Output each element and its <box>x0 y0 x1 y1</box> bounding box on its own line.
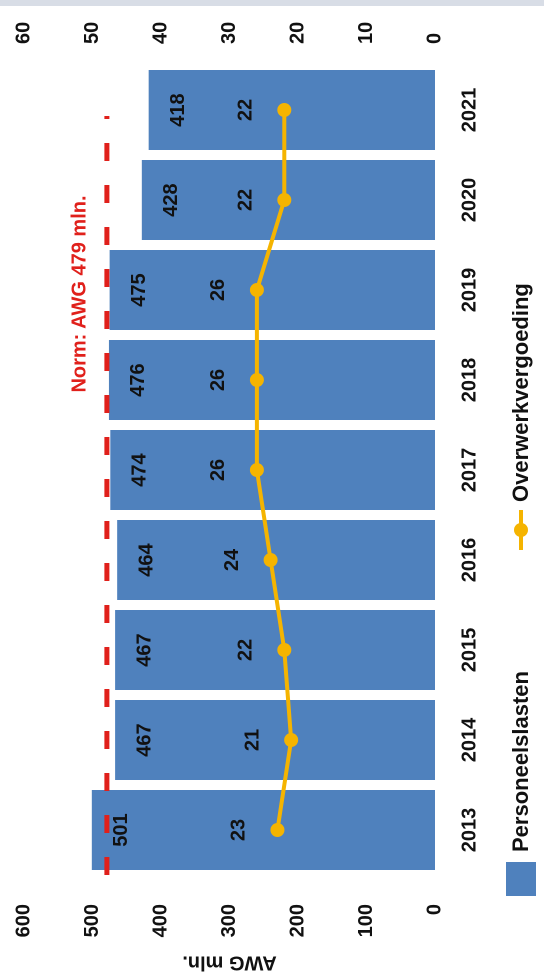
y2-tick-label: 60 <box>12 22 34 44</box>
line-point <box>263 553 278 567</box>
x-tick-label: 2020 <box>458 178 480 223</box>
line-point <box>284 733 299 747</box>
line-point <box>277 193 292 207</box>
x-tick-label: 2013 <box>458 808 480 853</box>
y2-tick-label: 50 <box>81 22 103 44</box>
legend-label: Overwerkvergoeding <box>508 283 533 502</box>
x-tick-label: 2016 <box>458 538 480 583</box>
bar <box>115 610 435 690</box>
line-value-label: 22 <box>235 639 257 661</box>
bar <box>91 790 435 870</box>
bar-value-label: 467 <box>133 633 155 666</box>
bar <box>108 340 435 420</box>
reference-label: Norm: AWG 479 mln. <box>68 195 90 392</box>
bar <box>115 700 435 780</box>
bar-value-label: 501 <box>110 813 132 846</box>
bar <box>109 250 435 330</box>
chart-frame: 0 100 200 300 400 500 600 0 10 20 30 40 50 60 AWG mln.… <box>12 22 536 974</box>
line-point <box>249 283 264 297</box>
y2-tick-label: 20 <box>286 22 308 44</box>
y2-tick-label: 0 <box>423 33 445 44</box>
x-tick-label: 2014 <box>458 717 480 762</box>
legend-marker <box>514 523 528 537</box>
y-tick-label: 0 <box>423 904 445 915</box>
x-tick-label: 2019 <box>458 268 480 313</box>
y-tick-label: 400 <box>149 904 171 937</box>
x-tick-label: 2017 <box>458 448 480 493</box>
line-point <box>270 823 285 837</box>
line-value-label: 26 <box>207 369 229 391</box>
legend-label: Personeelslasten <box>508 671 533 852</box>
y2-tick-label: 40 <box>149 22 171 44</box>
x-tick-label: 2021 <box>458 88 480 133</box>
bar-value-label: 418 <box>167 93 189 126</box>
y-tick-label: 200 <box>286 904 308 937</box>
bar-value-label: 467 <box>133 723 155 756</box>
y-tick-label: 600 <box>12 904 34 937</box>
bar-value-label: 476 <box>127 363 149 396</box>
line-value-label: 21 <box>241 729 263 751</box>
line-point <box>249 463 264 477</box>
line-point <box>249 373 264 387</box>
line-value-label: 26 <box>207 279 229 301</box>
line-value-label: 26 <box>207 459 229 481</box>
x-tick-label: 2018 <box>458 358 480 403</box>
bar-value-label: 464 <box>135 542 157 576</box>
bar-value-label: 474 <box>129 452 151 486</box>
line-value-label: 22 <box>235 99 257 121</box>
bar-value-label: 428 <box>160 183 182 216</box>
y-tick-label: 100 <box>355 904 377 937</box>
y2-tick-label: 10 <box>355 22 377 44</box>
line-value-label: 24 <box>221 548 243 571</box>
bar-value-label: 475 <box>128 273 150 306</box>
line-value-label: 22 <box>235 189 257 211</box>
legend-swatch <box>506 862 536 896</box>
bar <box>148 70 435 150</box>
top-band <box>0 0 544 6</box>
line-value-label: 23 <box>228 819 250 841</box>
y-axis-title: AWG mln. <box>182 952 276 974</box>
y-tick-label: 500 <box>81 904 103 937</box>
line-point <box>277 103 292 117</box>
y-tick-label: 300 <box>218 904 240 937</box>
bar <box>110 430 435 510</box>
x-tick-label: 2015 <box>458 628 480 673</box>
y2-tick-label: 30 <box>218 22 240 44</box>
line-point <box>277 643 292 657</box>
